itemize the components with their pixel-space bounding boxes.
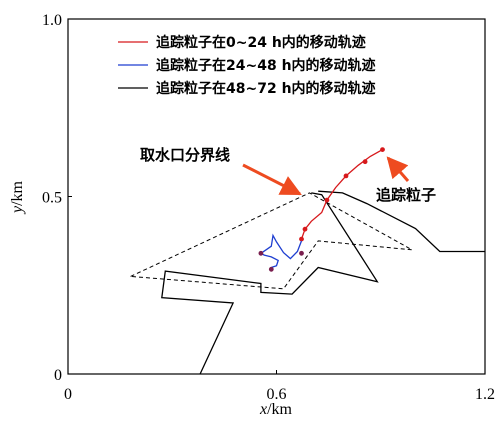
- series-1-marker: [258, 250, 264, 256]
- data-layer: [130, 147, 485, 375]
- x-tick-label: 0.6: [267, 386, 287, 403]
- series-1-trajectory: [259, 233, 303, 270]
- y-axis-unit: /km: [9, 180, 26, 205]
- annotation-particle-arrow: [386, 156, 410, 182]
- legend-label-1: 追踪粒子在24~48 h内的移动轨迹: [156, 57, 376, 74]
- legend: 追踪粒子在0~24 h内的移动轨迹 追踪粒子在24~48 h内的移动轨迹 追踪粒…: [118, 34, 376, 97]
- y-tick-label: 0.5: [42, 190, 62, 207]
- series-1-marker: [268, 266, 274, 272]
- series-0-marker: [380, 147, 385, 153]
- river-boundary-line: [161, 192, 379, 375]
- legend-label-2: 追踪粒子在48~72 h内的移动轨迹: [156, 80, 376, 97]
- river-boundary-line: [318, 190, 485, 253]
- x-axis-var: x: [259, 401, 267, 418]
- series-0-marker: [362, 159, 368, 165]
- series-0-marker: [324, 197, 330, 203]
- x-axis-unit: /km: [267, 401, 292, 418]
- y-tick-label: 0: [54, 367, 62, 384]
- y-tick-label: 1.0: [42, 12, 62, 29]
- x-tick-label: 1.2: [475, 386, 495, 403]
- series-0-marker: [302, 226, 308, 232]
- series-0-marker: [299, 236, 304, 242]
- series-0-marker: [343, 173, 349, 179]
- y-axis-var: y: [9, 205, 26, 215]
- x-tick-label: 0: [64, 386, 72, 403]
- series-1-marker: [299, 250, 304, 256]
- legend-label-0: 追踪粒子在0~24 h内的移动轨迹: [156, 34, 366, 51]
- tick-layer: 0 0.6 1.2 0 0.5 1.0: [42, 12, 495, 403]
- annotation-boundary-arrow: [242, 163, 302, 196]
- intake-boundary-dashed-line: [130, 192, 413, 290]
- x-axis-title: x/km: [259, 401, 293, 418]
- y-axis-title: y/km: [9, 180, 26, 215]
- annotation-particle-label: 追踪粒子: [376, 186, 436, 204]
- annotation-boundary-label: 取水口分界线: [140, 146, 230, 164]
